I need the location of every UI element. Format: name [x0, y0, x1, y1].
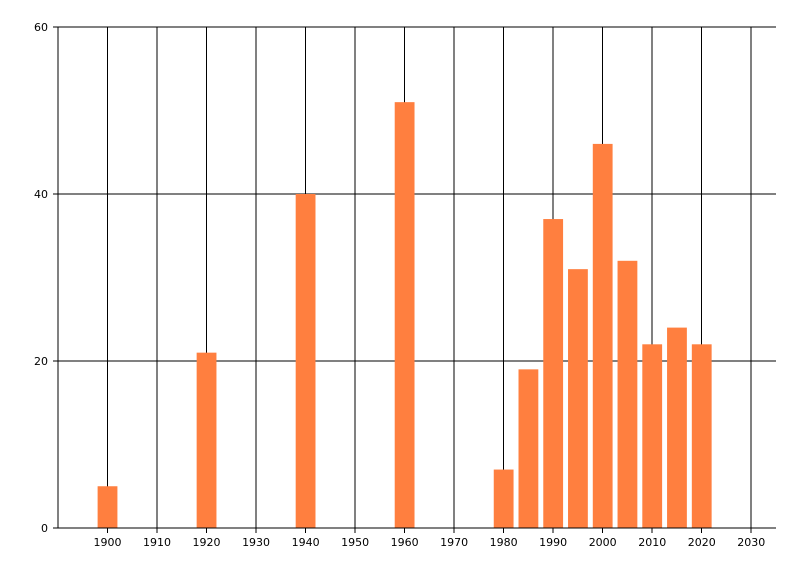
x-tick-label: 1930	[242, 536, 270, 549]
x-tick-label: 2000	[589, 536, 617, 549]
x-tick-label: 2010	[638, 536, 666, 549]
bars	[97, 102, 712, 529]
x-tick-label: 1990	[539, 536, 567, 549]
bar	[667, 327, 687, 528]
x-tick-label: 2020	[688, 536, 716, 549]
x-tick-label: 1900	[94, 536, 122, 549]
x-tick-label: 1910	[143, 536, 171, 549]
bar	[518, 369, 539, 528]
bar	[691, 344, 712, 528]
tick-labels: 0 20 40 60 1900 1910 1920 1930 1940 1950 1960 1970 1…	[34, 21, 765, 549]
bar	[394, 102, 415, 529]
y-tick-label: 20	[34, 355, 48, 368]
bar	[493, 469, 514, 528]
bar	[642, 344, 663, 528]
y-tick-label: 60	[34, 21, 48, 34]
x-tick-label: 1940	[292, 536, 320, 549]
y-tick-label: 0	[41, 522, 48, 535]
bar	[196, 352, 217, 528]
axes	[53, 27, 776, 529]
x-tick-label: 1960	[391, 536, 419, 549]
bar	[592, 143, 613, 528]
x-tick-label: 2030	[737, 536, 765, 549]
bar	[617, 260, 638, 528]
bar	[97, 486, 118, 528]
x-tick-label: 1970	[440, 536, 468, 549]
bar	[543, 219, 564, 529]
x-tick-label: 1950	[341, 536, 369, 549]
y-tick-label: 40	[34, 188, 48, 201]
x-tick-label: 1980	[490, 536, 518, 549]
bar	[568, 269, 588, 528]
bar	[295, 194, 316, 528]
x-tick-label: 1920	[193, 536, 221, 549]
